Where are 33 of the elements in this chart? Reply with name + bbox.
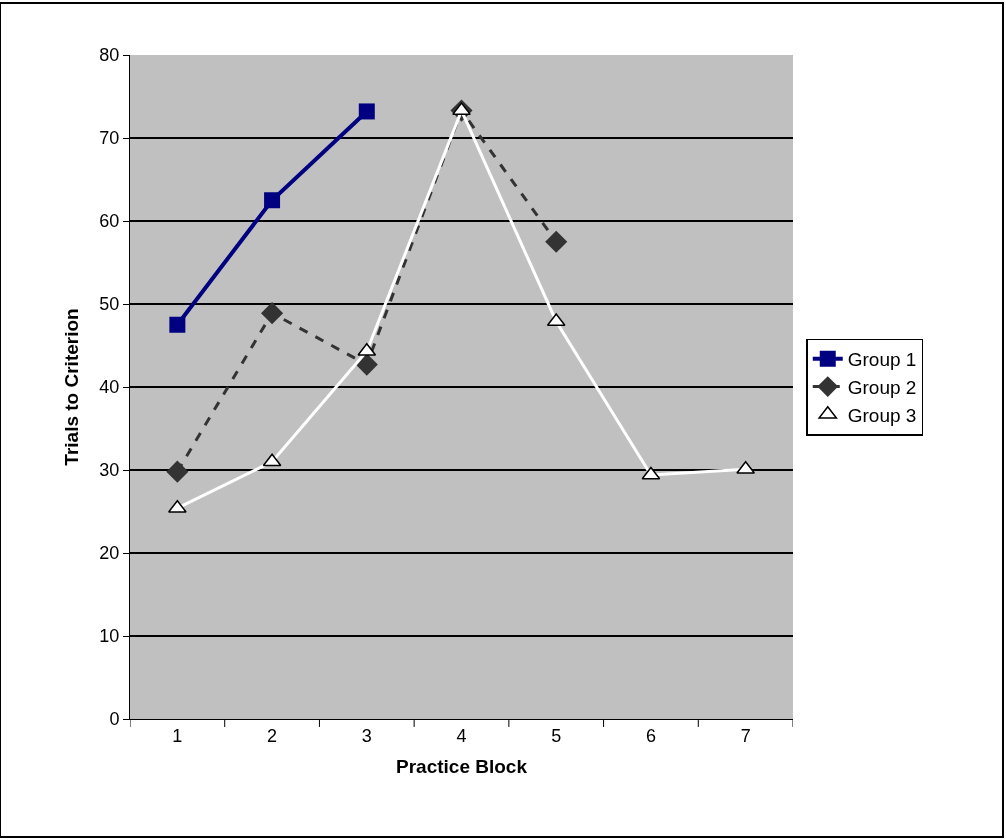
x-tick-label: 1	[172, 725, 183, 746]
x-tick-label: 7	[740, 725, 751, 746]
point	[169, 316, 186, 333]
legend-label: Group 1	[847, 349, 917, 371]
y-tick-label: 10	[99, 626, 120, 647]
x-tick-label: 4	[456, 725, 467, 746]
y-tick-label: 60	[99, 211, 120, 232]
point	[641, 466, 661, 480]
legend-label: Group 2	[847, 376, 917, 398]
x-tick-label: 3	[361, 725, 372, 746]
y-tick-label: 40	[99, 377, 120, 398]
point	[167, 499, 187, 513]
y-tick-label: 30	[99, 460, 120, 481]
y-tick-label: 0	[109, 709, 120, 730]
point	[355, 353, 378, 376]
point	[736, 460, 756, 474]
point	[261, 302, 284, 325]
y-tick-label: 50	[99, 294, 120, 315]
point	[166, 460, 189, 483]
point	[358, 103, 375, 120]
point	[452, 102, 471, 116]
y-axis-title: Trials to Criterion	[61, 308, 83, 466]
point	[262, 453, 282, 467]
y-tick-label: 80	[99, 45, 120, 66]
point	[264, 192, 281, 209]
legend-label: Group 3	[847, 404, 917, 426]
point	[545, 230, 568, 253]
x-axis-title: Practice Block	[396, 756, 528, 778]
y-tick-label: 70	[99, 128, 120, 149]
x-tick-label: 6	[645, 725, 656, 746]
x-tick-label: 2	[267, 725, 278, 746]
y-tick-label: 20	[99, 543, 120, 564]
x-tick-label: 5	[551, 725, 562, 746]
